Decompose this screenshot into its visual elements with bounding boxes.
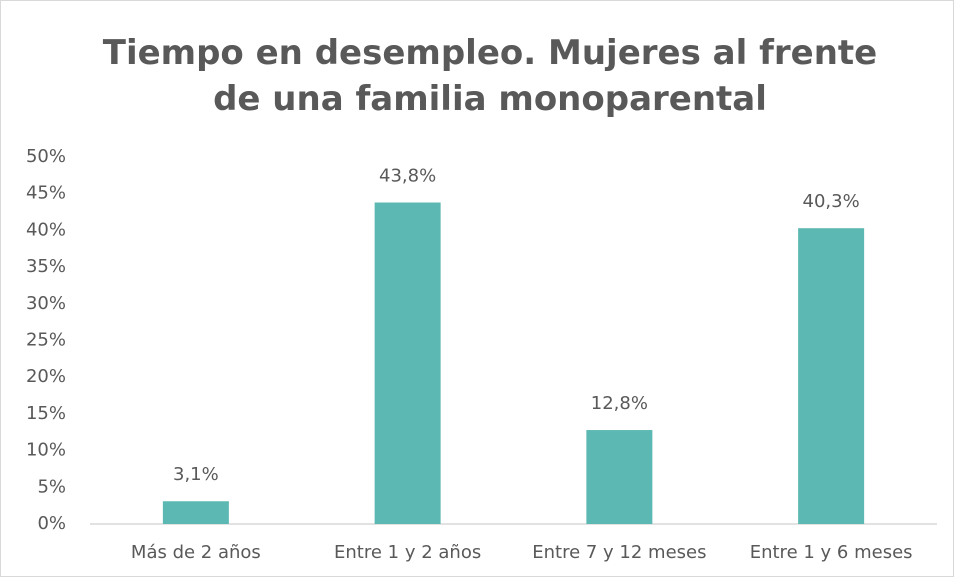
data-label: 43,8% [379, 166, 436, 187]
y-tick-label: 40% [26, 219, 66, 240]
bar [374, 202, 441, 524]
data-label: 12,8% [591, 393, 648, 414]
x-tick-label: Entre 1 y 2 años [334, 542, 481, 563]
data-label: 3,1% [173, 464, 219, 485]
y-tick-label: 20% [26, 366, 66, 387]
bar [798, 228, 865, 524]
data-label: 40,3% [803, 191, 860, 212]
bar [162, 501, 229, 524]
x-tick-label: Más de 2 años [131, 542, 261, 563]
y-tick-label: 45% [26, 183, 66, 204]
chart-title: Tiempo en desempleo. Mujeres al frente d… [102, 33, 878, 119]
y-tick-label: 15% [26, 403, 66, 424]
y-tick-label: 30% [26, 293, 66, 314]
x-tick-label: Entre 1 y 6 meses [750, 542, 913, 563]
bar [586, 430, 653, 524]
y-tick-label: 0% [37, 513, 66, 534]
x-tick-label: Entre 7 y 12 meses [532, 542, 706, 563]
y-tick-label: 10% [26, 440, 66, 461]
y-tick-label: 50% [26, 146, 66, 167]
y-tick-label: 35% [26, 256, 66, 277]
y-tick-label: 5% [37, 476, 66, 497]
y-tick-label: 25% [26, 330, 66, 351]
